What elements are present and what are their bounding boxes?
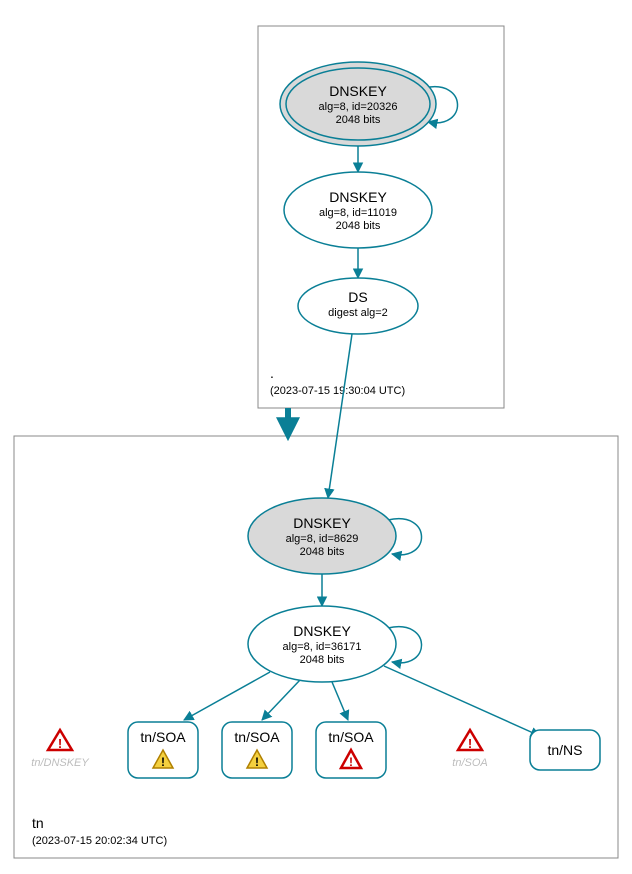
svg-text:!: ! <box>349 755 353 769</box>
ksk-tn-sub2: 2048 bits <box>300 546 345 558</box>
edge-zsk-tn-to-soa1 <box>184 672 270 720</box>
leaf-soa3-label: tn/SOA <box>328 729 374 745</box>
svg-text:!: ! <box>468 736 472 751</box>
leaf-soa2-label: tn/SOA <box>234 729 280 745</box>
ghost-soa-label: tn/SOA <box>452 757 487 769</box>
edge-zsk-tn-to-ns <box>384 666 540 736</box>
node-zsk-tn: DNSKEY alg=8, id=36171 2048 bits <box>248 606 396 682</box>
leaf-soa2: tn/SOA ! <box>222 722 292 778</box>
zsk-root-sub2: 2048 bits <box>336 220 381 232</box>
ghost-warning-soa: ! tn/SOA <box>452 730 487 769</box>
leaf-soa1: tn/SOA ! <box>128 722 198 778</box>
leaf-soa3: tn/SOA ! <box>316 722 386 778</box>
ksk-tn-sub1: alg=8, id=8629 <box>286 533 359 545</box>
leaf-ns: tn/NS <box>530 730 600 770</box>
svg-text:!: ! <box>58 736 62 751</box>
ds-title: DS <box>348 289 367 305</box>
ds-sub1: digest alg=2 <box>328 307 388 319</box>
dnssec-diagram: . (2023-07-15 19:30:04 UTC) tn (2023-07-… <box>0 0 632 874</box>
zsk-root-sub1: alg=8, id=11019 <box>319 207 397 219</box>
ghost-dnskey-label: tn/DNSKEY <box>31 757 89 769</box>
tn-zone-label: tn <box>32 815 44 831</box>
svg-text:!: ! <box>255 755 259 769</box>
ksk-tn-title: DNSKEY <box>293 515 351 531</box>
node-ksk-tn: DNSKEY alg=8, id=8629 2048 bits <box>248 498 396 574</box>
tn-zone-timestamp: (2023-07-15 20:02:34 UTC) <box>32 835 167 847</box>
zsk-tn-title: DNSKEY <box>293 623 351 639</box>
leaf-ns-label: tn/NS <box>547 742 582 758</box>
root-zone-timestamp: (2023-07-15 19:30:04 UTC) <box>270 385 405 397</box>
ksk-root-title: DNSKEY <box>329 83 387 99</box>
node-ksk-root: DNSKEY alg=8, id=20326 2048 bits <box>280 62 436 146</box>
ghost-warning-dnskey: ! tn/DNSKEY <box>31 730 89 769</box>
zsk-tn-sub1: alg=8, id=36171 <box>283 641 362 653</box>
ksk-root-sub2: 2048 bits <box>336 114 381 126</box>
edge-ds-to-ksk-tn <box>328 334 352 498</box>
ksk-root-sub1: alg=8, id=20326 <box>319 101 398 113</box>
leaf-soa1-label: tn/SOA <box>140 729 186 745</box>
node-ds: DS digest alg=2 <box>298 278 418 334</box>
zsk-root-title: DNSKEY <box>329 189 387 205</box>
node-zsk-root: DNSKEY alg=8, id=11019 2048 bits <box>284 172 432 248</box>
root-zone-label: . <box>270 365 274 381</box>
edge-zsk-tn-to-soa3 <box>332 682 348 720</box>
edge-zsk-tn-to-soa2 <box>262 680 300 720</box>
svg-text:!: ! <box>161 755 165 769</box>
zsk-tn-sub2: 2048 bits <box>300 654 345 666</box>
